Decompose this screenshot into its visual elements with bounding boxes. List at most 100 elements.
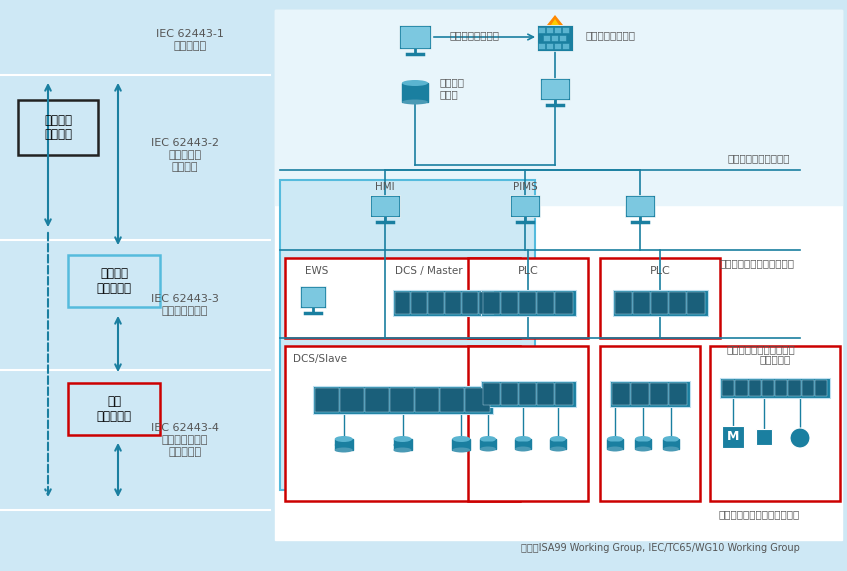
Bar	[462, 292, 478, 314]
Ellipse shape	[402, 80, 428, 86]
Bar	[68, 255, 160, 307]
Ellipse shape	[452, 436, 470, 442]
Ellipse shape	[394, 436, 412, 442]
Bar	[607, 439, 623, 449]
Text: M: M	[727, 431, 739, 444]
Bar	[537, 383, 554, 405]
Circle shape	[790, 428, 810, 448]
Bar	[554, 27, 561, 33]
Bar	[401, 27, 429, 47]
Bar	[554, 43, 561, 49]
Bar	[610, 381, 690, 407]
Bar	[559, 35, 566, 41]
Ellipse shape	[335, 448, 352, 452]
Bar	[749, 380, 761, 396]
Text: PIMS: PIMS	[512, 182, 537, 192]
Bar	[625, 195, 655, 217]
Bar	[540, 78, 570, 100]
Bar	[415, 388, 440, 412]
Bar	[600, 346, 700, 501]
Bar	[480, 290, 575, 316]
Bar	[720, 378, 830, 398]
Bar	[483, 383, 500, 405]
Text: ファイアウォール: ファイアウォール	[585, 30, 635, 40]
Ellipse shape	[480, 447, 496, 452]
Ellipse shape	[635, 436, 651, 442]
Bar	[687, 292, 705, 314]
Bar	[314, 388, 339, 412]
Text: PLC: PLC	[518, 266, 539, 276]
Bar	[650, 383, 668, 405]
Ellipse shape	[635, 447, 651, 452]
Text: センサバス: センサバス	[760, 354, 790, 364]
Bar	[722, 426, 744, 448]
Bar	[546, 27, 553, 33]
Bar	[600, 258, 720, 338]
Bar	[302, 288, 324, 306]
Bar	[445, 292, 461, 314]
Ellipse shape	[635, 441, 651, 447]
Bar	[390, 388, 414, 412]
Ellipse shape	[663, 436, 679, 442]
Bar	[372, 197, 398, 215]
Ellipse shape	[335, 436, 352, 442]
Bar	[612, 290, 707, 316]
Bar	[722, 380, 734, 396]
Bar	[556, 292, 573, 314]
Bar	[501, 292, 518, 314]
Ellipse shape	[480, 436, 496, 442]
Bar	[399, 25, 431, 49]
Bar	[479, 292, 495, 314]
Polygon shape	[551, 19, 559, 25]
Ellipse shape	[402, 99, 428, 104]
Text: DCS / Master: DCS / Master	[395, 266, 462, 276]
Text: HMI: HMI	[375, 182, 395, 192]
Ellipse shape	[394, 448, 412, 452]
Bar	[429, 292, 444, 314]
Bar	[550, 439, 566, 449]
Bar	[789, 380, 800, 396]
Bar	[542, 80, 568, 98]
Ellipse shape	[452, 443, 470, 448]
Bar	[275, 10, 842, 540]
Bar	[735, 380, 748, 396]
Bar	[612, 383, 630, 405]
Bar	[537, 292, 554, 314]
Bar	[370, 195, 400, 217]
Bar	[663, 439, 679, 449]
Ellipse shape	[480, 441, 496, 447]
Bar	[340, 388, 363, 412]
Bar	[480, 381, 575, 407]
Bar	[483, 292, 500, 314]
Bar	[635, 439, 651, 449]
Bar	[510, 195, 540, 217]
Bar	[285, 258, 520, 338]
Bar	[480, 439, 496, 449]
Bar	[543, 35, 550, 41]
Text: IEC 62443-1
一般的事項: IEC 62443-1 一般的事項	[156, 29, 224, 51]
Ellipse shape	[607, 436, 623, 442]
Bar	[562, 43, 569, 49]
Text: IEC 62443-2
管理・運用
プロセス: IEC 62443-2 管理・運用 プロセス	[151, 138, 219, 172]
Bar	[468, 258, 588, 338]
Ellipse shape	[402, 90, 428, 95]
Bar	[394, 439, 412, 450]
Ellipse shape	[607, 447, 623, 452]
Ellipse shape	[663, 441, 679, 447]
Bar	[285, 346, 520, 501]
Text: 情報ネットワーク: 情報ネットワーク	[450, 30, 500, 40]
Ellipse shape	[663, 447, 679, 452]
Bar	[775, 380, 787, 396]
Ellipse shape	[394, 443, 412, 448]
Bar	[815, 380, 827, 396]
Bar	[556, 383, 573, 405]
Bar	[650, 292, 668, 314]
Text: DCS/Slave: DCS/Slave	[293, 354, 347, 364]
Text: 生産管理
サーバ: 生産管理 サーバ	[440, 77, 465, 99]
Bar	[538, 43, 545, 49]
Bar	[365, 388, 389, 412]
Bar	[501, 383, 518, 405]
Text: サービス
プロバイダ: サービス プロバイダ	[97, 267, 131, 295]
Bar	[313, 386, 492, 414]
Polygon shape	[547, 15, 563, 25]
